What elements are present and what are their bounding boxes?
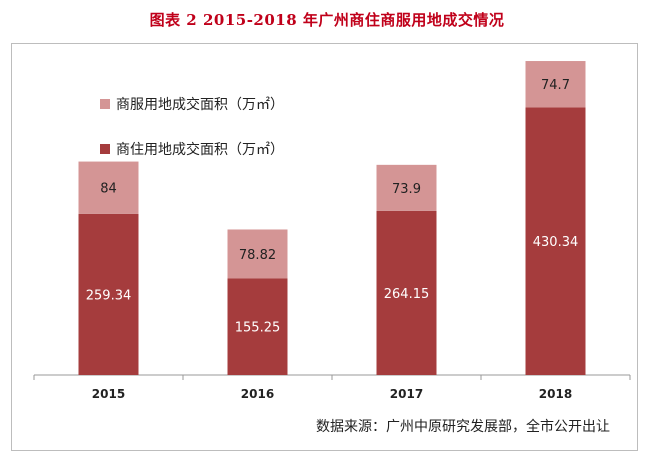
bar-commercial-2018 — [525, 61, 586, 108]
x-tick-label-2017: 2017 — [390, 387, 423, 401]
x-tick-label-2015: 2015 — [92, 387, 125, 401]
data-label-commercial-2018: 74.7 — [541, 78, 570, 93]
data-label-commercial-2015: 84 — [100, 182, 117, 197]
data-label-commercial-2017: 73.9 — [392, 182, 421, 197]
x-tick-label-2018: 2018 — [539, 387, 572, 401]
bar-commercial-2016 — [227, 229, 288, 279]
source-note: 数据来源：广州中原研究发展部，全市公开出让 — [316, 419, 610, 435]
bar-commercial-2015 — [78, 161, 139, 214]
legend-label-residential: 商住用地成交面积（万㎡） — [116, 141, 284, 158]
bar-residential-2016 — [227, 278, 288, 375]
bar-residential-2018 — [525, 107, 586, 375]
bar-residential-2017 — [376, 210, 437, 375]
legend-swatch-commercial — [100, 99, 110, 109]
data-label-residential-2017: 264.15 — [384, 287, 430, 302]
data-label-residential-2016: 155.25 — [235, 321, 281, 336]
bar-commercial-2017 — [376, 164, 437, 211]
legend-swatch-residential — [100, 144, 110, 154]
x-tick-label-2016: 2016 — [241, 387, 274, 401]
data-label-commercial-2016: 78.82 — [239, 248, 276, 263]
data-label-residential-2015: 259.34 — [86, 288, 132, 303]
chart-frame — [11, 43, 638, 451]
legend-label-commercial: 商服用地成交面积（万㎡） — [116, 96, 284, 113]
chart-title: 图表 2 2015-2018 年广州商住商服用地成交情况 — [149, 11, 505, 29]
bar-residential-2015 — [78, 213, 139, 375]
data-label-residential-2018: 430.34 — [533, 235, 579, 250]
